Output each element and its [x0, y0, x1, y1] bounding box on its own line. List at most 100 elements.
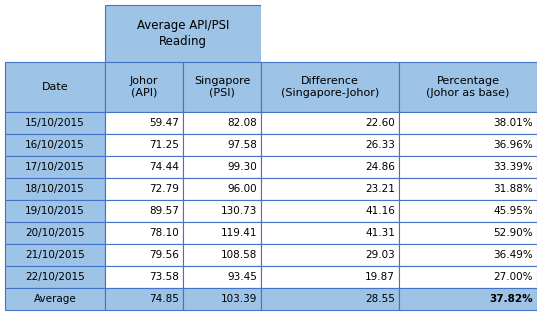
- Bar: [399, 62, 537, 112]
- Text: 21/10/2015: 21/10/2015: [25, 250, 85, 260]
- Bar: [105, 112, 183, 134]
- Bar: [5, 134, 105, 156]
- Bar: [399, 112, 537, 134]
- Bar: [261, 134, 399, 156]
- Bar: [105, 5, 261, 62]
- Bar: [399, 222, 537, 244]
- Text: 18/10/2015: 18/10/2015: [25, 184, 85, 194]
- Text: 19.87: 19.87: [365, 272, 395, 282]
- Text: 130.73: 130.73: [221, 206, 257, 216]
- Bar: [105, 222, 183, 244]
- Text: 78.10: 78.10: [149, 228, 179, 238]
- Text: 93.45: 93.45: [227, 272, 257, 282]
- Bar: [5, 156, 105, 178]
- Text: 33.39%: 33.39%: [494, 162, 533, 172]
- Text: 89.57: 89.57: [149, 206, 179, 216]
- Bar: [105, 134, 183, 156]
- Bar: [105, 178, 183, 200]
- Bar: [261, 156, 399, 178]
- Bar: [5, 244, 105, 266]
- Text: 82.08: 82.08: [227, 118, 257, 128]
- Bar: [183, 244, 261, 266]
- Bar: [105, 266, 183, 288]
- Text: 103.39: 103.39: [221, 294, 257, 304]
- Text: Date: Date: [42, 82, 68, 92]
- Text: 24.86: 24.86: [365, 162, 395, 172]
- Text: 74.85: 74.85: [149, 294, 179, 304]
- Bar: [183, 288, 261, 310]
- Text: 71.25: 71.25: [149, 140, 179, 150]
- Bar: [5, 5, 105, 62]
- Bar: [261, 200, 399, 222]
- Text: 23.21: 23.21: [365, 184, 395, 194]
- Text: 41.16: 41.16: [365, 206, 395, 216]
- Text: 52.90%: 52.90%: [494, 228, 533, 238]
- Bar: [399, 134, 537, 156]
- Bar: [105, 62, 183, 112]
- Bar: [399, 288, 537, 310]
- Bar: [183, 266, 261, 288]
- Bar: [261, 112, 399, 134]
- Bar: [261, 222, 399, 244]
- Bar: [183, 178, 261, 200]
- Text: 99.30: 99.30: [227, 162, 257, 172]
- Text: 73.58: 73.58: [149, 272, 179, 282]
- Text: 26.33: 26.33: [365, 140, 395, 150]
- Bar: [399, 156, 537, 178]
- Text: 17/10/2015: 17/10/2015: [25, 162, 85, 172]
- Text: 36.49%: 36.49%: [494, 250, 533, 260]
- Bar: [399, 178, 537, 200]
- Text: 59.47: 59.47: [149, 118, 179, 128]
- Bar: [5, 200, 105, 222]
- Text: 108.58: 108.58: [221, 250, 257, 260]
- Text: Average API/PSI
Reading: Average API/PSI Reading: [137, 20, 229, 48]
- Text: 96.00: 96.00: [227, 184, 257, 194]
- Bar: [399, 5, 537, 62]
- Text: 31.88%: 31.88%: [494, 184, 533, 194]
- Bar: [399, 266, 537, 288]
- Text: Average: Average: [34, 294, 76, 304]
- Bar: [183, 222, 261, 244]
- Bar: [5, 178, 105, 200]
- Text: 19/10/2015: 19/10/2015: [25, 206, 85, 216]
- Text: 45.95%: 45.95%: [494, 206, 533, 216]
- Bar: [183, 112, 261, 134]
- Text: 79.56: 79.56: [149, 250, 179, 260]
- Text: 41.31: 41.31: [365, 228, 395, 238]
- Bar: [105, 288, 183, 310]
- Text: Singapore
(PSI): Singapore (PSI): [194, 76, 250, 98]
- Text: 36.96%: 36.96%: [494, 140, 533, 150]
- Text: Johor
(API): Johor (API): [130, 76, 158, 98]
- Text: 20/10/2015: 20/10/2015: [25, 228, 85, 238]
- Bar: [261, 178, 399, 200]
- Text: 37.82%: 37.82%: [489, 294, 533, 304]
- Bar: [261, 5, 399, 62]
- Bar: [5, 266, 105, 288]
- Bar: [261, 62, 399, 112]
- Text: Difference
(Singapore-Johor): Difference (Singapore-Johor): [281, 76, 379, 98]
- Text: 27.00%: 27.00%: [494, 272, 533, 282]
- Bar: [261, 266, 399, 288]
- Text: 97.58: 97.58: [227, 140, 257, 150]
- Text: 72.79: 72.79: [149, 184, 179, 194]
- Bar: [399, 244, 537, 266]
- Text: 74.44: 74.44: [149, 162, 179, 172]
- Text: 28.55: 28.55: [365, 294, 395, 304]
- Bar: [183, 62, 261, 112]
- Bar: [5, 112, 105, 134]
- Bar: [261, 244, 399, 266]
- Bar: [183, 200, 261, 222]
- Bar: [183, 134, 261, 156]
- Bar: [399, 200, 537, 222]
- Bar: [5, 62, 105, 112]
- Bar: [105, 200, 183, 222]
- Bar: [105, 156, 183, 178]
- Bar: [183, 156, 261, 178]
- Text: 22.60: 22.60: [365, 118, 395, 128]
- Text: 38.01%: 38.01%: [494, 118, 533, 128]
- Text: 29.03: 29.03: [365, 250, 395, 260]
- Text: 119.41: 119.41: [221, 228, 257, 238]
- Bar: [105, 244, 183, 266]
- Text: 15/10/2015: 15/10/2015: [25, 118, 85, 128]
- Text: 16/10/2015: 16/10/2015: [25, 140, 85, 150]
